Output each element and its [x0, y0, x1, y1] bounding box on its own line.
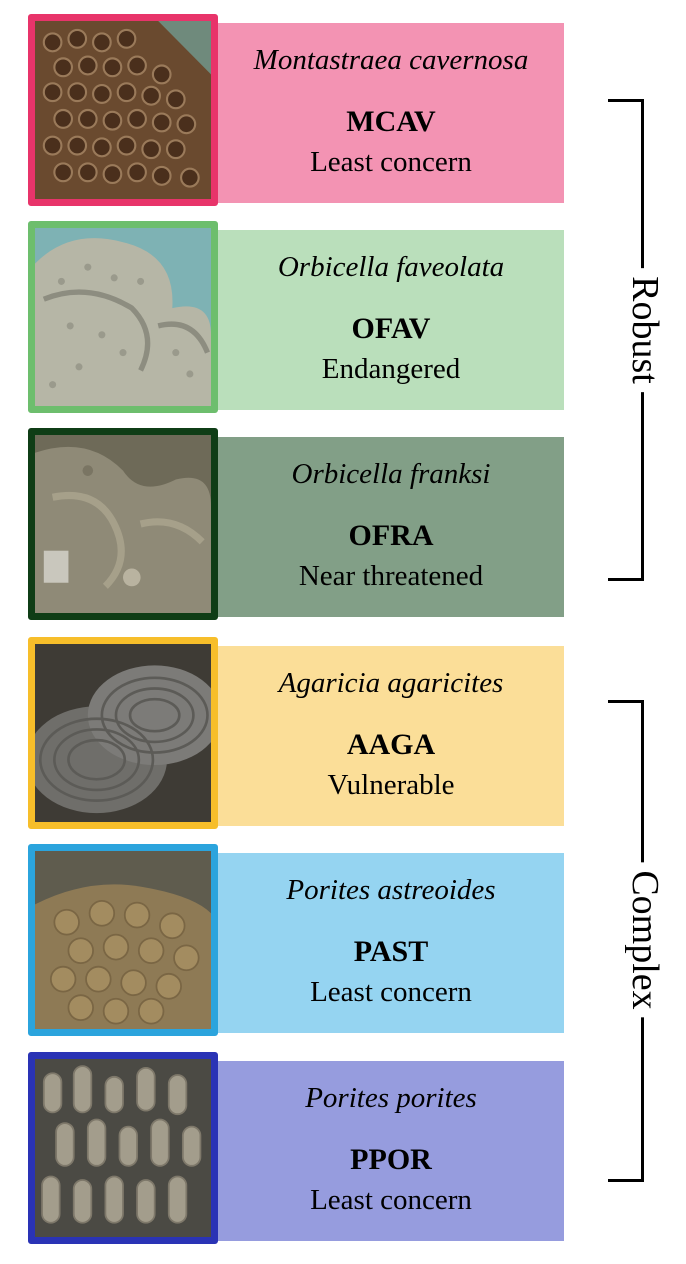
species-name: Porites astreoides [286, 874, 496, 906]
species-row-ofav: Orbicella faveolata OFAV Endangered [0, 221, 570, 421]
species-code: AAGA [346, 728, 436, 761]
coral-branch-texture-image [35, 1059, 211, 1237]
species-name: Agaricia agaricites [278, 667, 504, 699]
complex-group-label: Complex [623, 862, 667, 1018]
coral-photo-past [28, 844, 218, 1036]
conservation-status: Endangered [321, 353, 461, 385]
robust-group-label: Robust [623, 268, 667, 392]
species-code: OFRA [348, 519, 434, 552]
species-code: OFAV [351, 312, 431, 345]
species-code: PAST [353, 935, 429, 968]
species-info-panel: Porites porites PPOR Least concern [218, 1061, 564, 1241]
conservation-status: Least concern [310, 1184, 472, 1216]
species-info-panel: Agaricia agaricites AAGA Vulnerable [218, 646, 564, 826]
conservation-status: Vulnerable [327, 769, 455, 801]
coral-photo-mcav [28, 14, 218, 206]
species-row-mcav: Montastraea cavernosa MCAV Least concern [0, 14, 570, 214]
species-info-panel: Orbicella franksi OFRA Near threatened [218, 437, 564, 617]
conservation-status: Near threatened [298, 560, 484, 592]
species-info-panel: Montastraea cavernosa MCAV Least concern [218, 23, 564, 203]
coral-mound-texture-image [35, 228, 211, 406]
coral-photo-ppor [28, 1052, 218, 1244]
coral-photo-ofra [28, 428, 218, 620]
species-row-ppor: Porites porites PPOR Least concern [0, 1052, 570, 1252]
coral-polyp-texture-image [35, 21, 211, 199]
species-name: Orbicella faveolata [277, 251, 505, 283]
species-name: Montastraea cavernosa [253, 44, 529, 76]
species-info-panel: Porites astreoides PAST Least concern [218, 853, 564, 1033]
species-info-panel: Orbicella faveolata OFAV Endangered [218, 230, 564, 410]
species-row-ofra: Orbicella franksi OFRA Near threatened [0, 428, 570, 628]
species-name: Porites porites [305, 1082, 477, 1114]
species-row-past: Porites astreoides PAST Least concern [0, 844, 570, 1044]
coral-photo-ofav [28, 221, 218, 413]
species-code: MCAV [346, 105, 436, 138]
conservation-status: Least concern [310, 976, 472, 1008]
species-name: Orbicella franksi [291, 458, 491, 490]
coral-plate-texture-image [35, 644, 211, 822]
coral-photo-aaga [28, 637, 218, 829]
species-row-aaga: Agaricia agaricites AAGA Vulnerable [0, 637, 570, 837]
coral-lobe-texture-image [35, 435, 211, 613]
coral-knob-texture-image [35, 851, 211, 1029]
species-code: PPOR [350, 1143, 432, 1176]
conservation-status: Least concern [310, 146, 472, 178]
